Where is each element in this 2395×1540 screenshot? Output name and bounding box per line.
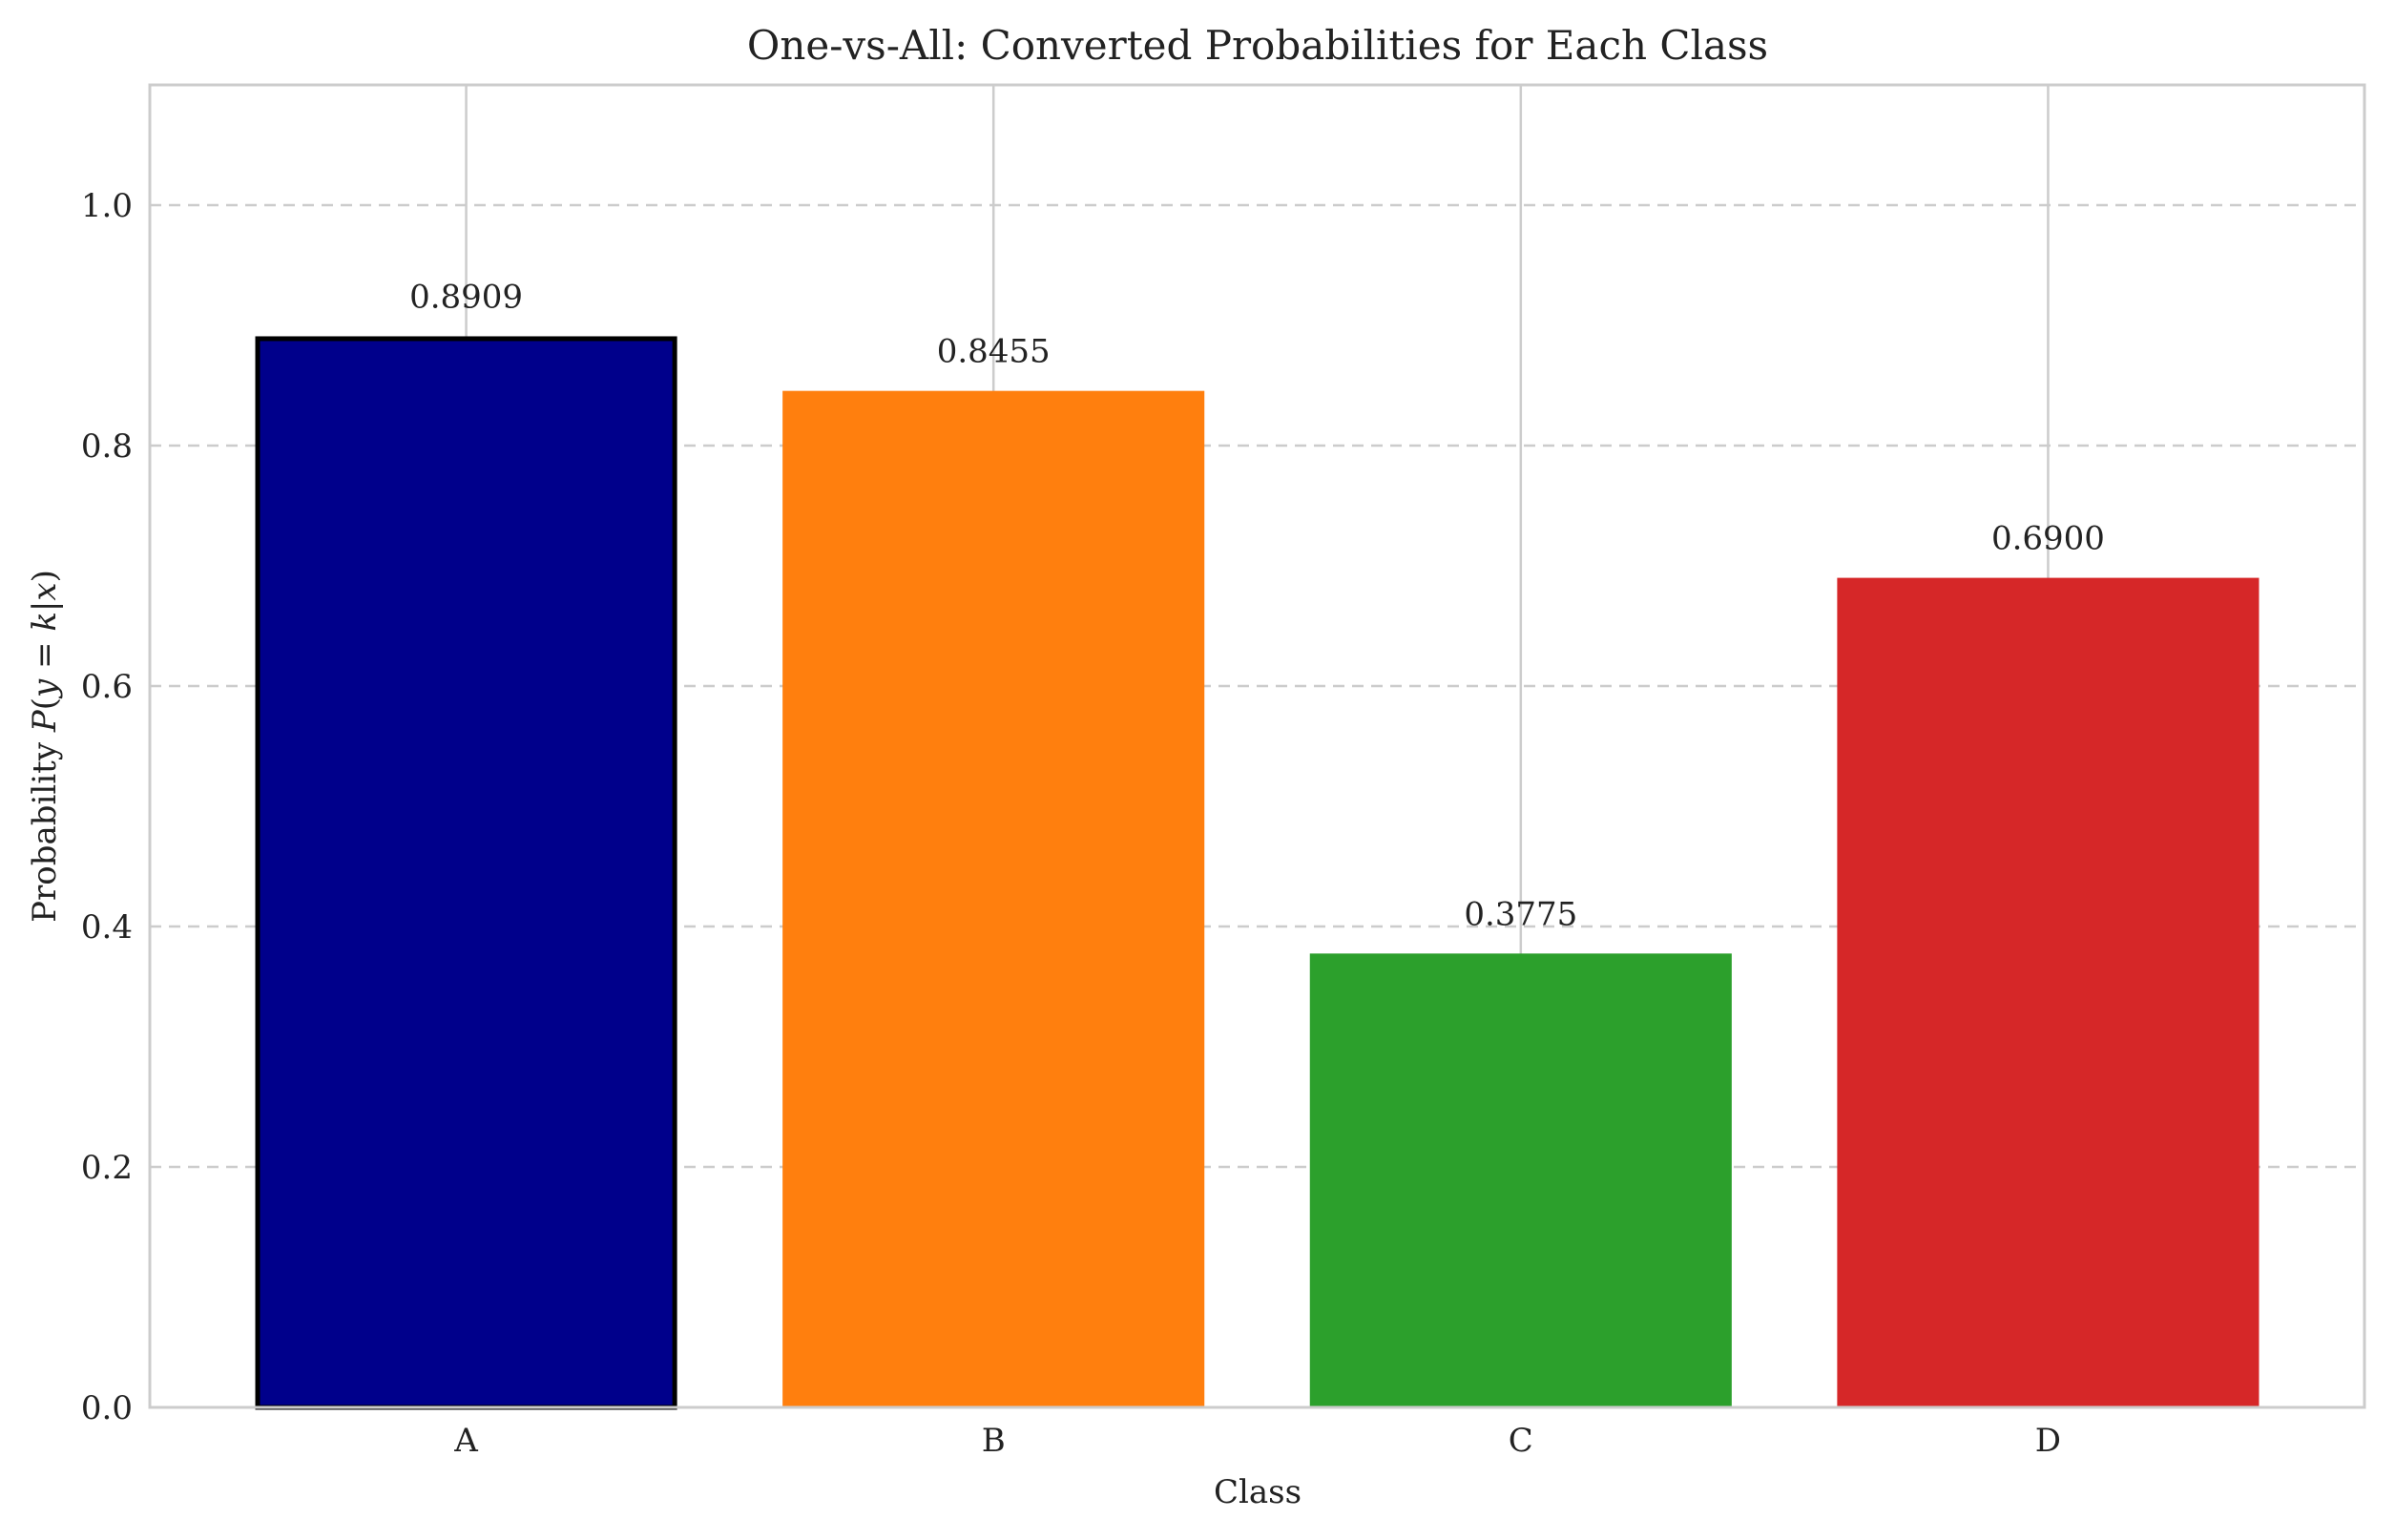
y-tick-label: 0.4: [81, 908, 133, 947]
chart-title: One-vs-All: Converted Probabilities for …: [747, 22, 1768, 69]
y-axis-label-math: x: [26, 582, 64, 600]
y-axis-label-math: ): [26, 570, 64, 582]
data-label-b: 0.8455: [937, 333, 1051, 371]
bar-a: [255, 336, 677, 1410]
y-axis-label-prefix: Probability: [26, 732, 64, 923]
bar-c: [1309, 953, 1732, 1407]
y-axis-label-math: =: [26, 632, 64, 679]
data-label-c: 0.3775: [1464, 895, 1577, 933]
y-tick-label: 0.2: [81, 1149, 133, 1187]
bar-layer: [255, 336, 2260, 1410]
y-tick-label: 0.0: [81, 1389, 133, 1427]
y-tick-label: 0.6: [81, 668, 133, 706]
tick-layer: A B C D 0.0 0.2 0.4 0.6 0.8 1.0: [81, 187, 2061, 1460]
x-axis-label: Class: [1214, 1473, 1302, 1511]
x-tick-label: D: [2035, 1422, 2061, 1460]
data-label-layer: 0.8909 0.8455 0.3775 0.6900: [409, 278, 2105, 933]
y-axis-label-math: k: [26, 612, 64, 632]
x-tick-label: B: [982, 1422, 1006, 1460]
y-axis-label-math: P: [26, 709, 64, 733]
bar-d: [1837, 577, 2260, 1407]
y-axis-label-math: y: [26, 678, 64, 699]
data-label-d: 0.6900: [1991, 520, 2105, 558]
y-axis-label: Probability P(y = k|x): [26, 570, 64, 923]
x-tick-label: A: [453, 1422, 478, 1460]
y-tick-label: 0.8: [81, 427, 133, 466]
bar-b: [782, 390, 1205, 1407]
x-tick-label: C: [1509, 1422, 1533, 1460]
y-axis-label-math: (: [26, 697, 64, 710]
data-label-a: 0.8909: [409, 278, 523, 316]
plot-frame: [148, 83, 2366, 1409]
y-axis-label-math: |: [26, 601, 64, 612]
y-tick-label: 1.0: [81, 187, 133, 225]
